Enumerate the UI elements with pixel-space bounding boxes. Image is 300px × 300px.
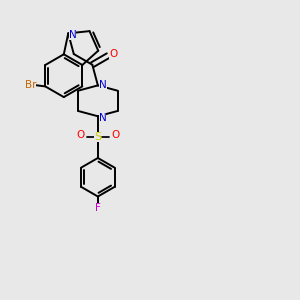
Text: N: N — [99, 80, 107, 90]
Text: Br: Br — [25, 80, 36, 90]
Text: O: O — [112, 130, 120, 140]
Text: N: N — [68, 30, 76, 40]
Text: N: N — [99, 113, 106, 123]
Text: O: O — [109, 49, 118, 59]
Text: F: F — [95, 203, 101, 213]
Text: S: S — [94, 132, 101, 142]
Text: O: O — [76, 130, 84, 140]
